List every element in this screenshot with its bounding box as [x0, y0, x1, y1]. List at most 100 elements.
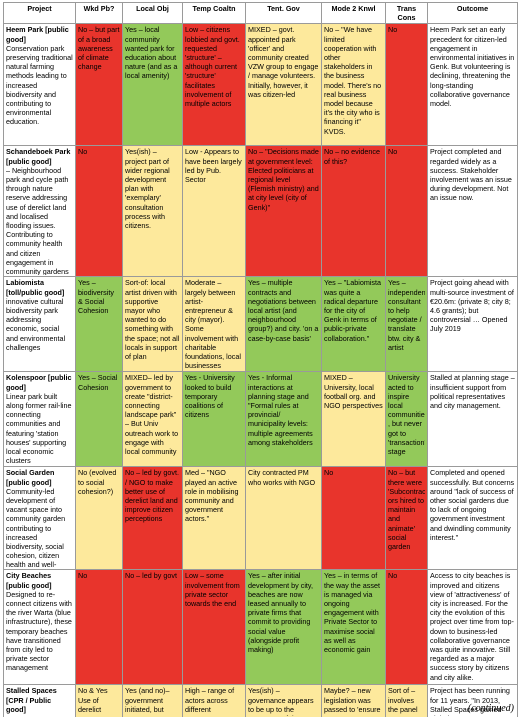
criterion-text: No [388, 25, 398, 35]
criterion-cell: University acted to inspire local commun… [385, 371, 428, 468]
criterion-text: Yes – local community wanted park for ed… [125, 25, 178, 81]
criterion-cell: No [75, 145, 123, 278]
project-cell: Social Garden [public good] Community-led… [3, 466, 76, 571]
criterion-cell: Low – some involvement from private sect… [182, 569, 246, 686]
criterion-text: No [388, 571, 398, 581]
criterion-text: Maybe? – new legislation was passed to '… [324, 686, 381, 714]
criterion-cell: Med – "NGO played an active role in mobi… [182, 466, 246, 571]
criterion-cell: Yes – biodiversity & Social Cohesion [75, 276, 123, 373]
criterion-cell: No – no evidence of this? [321, 145, 386, 278]
criterion-text: No [78, 571, 88, 581]
project-cell: City Beaches [public good] Designed to re… [3, 569, 76, 686]
table-row: Heem Park [public good] Conservation park… [3, 23, 518, 147]
project-name: Schandeboek Park [public good] [6, 147, 71, 166]
outcome-text: Stalled at planning stage – insufficient… [430, 373, 515, 411]
table-row: Schandeboek Park [public good] – Neighbou… [3, 145, 518, 278]
header-row: Project Wkd Pb? Local Obj Temp Coaltn Tent. … [3, 1, 518, 25]
criterion-cell: Yes – multiple contracts and negotiation… [245, 276, 322, 373]
criterion-text: No – but part of a broad awareness of cl… [78, 25, 120, 72]
outcome-cell: Stalled at planning stage – insufficient… [427, 371, 518, 468]
outcome-text: Project has been running for 11 years. "… [430, 686, 510, 716]
continued-note: (continued) [467, 703, 514, 714]
project-name: Kolenspoor [public good] [6, 373, 72, 392]
criterion-text: MIXED– led by government to create "dist… [125, 373, 179, 457]
criterion-text: Low – some involvement from private sect… [185, 571, 240, 609]
criterion-text: Low - Appears to have been largely led b… [185, 147, 242, 185]
criterion-cell: MIXED – University, local football org. … [321, 371, 386, 468]
criterion-text: No – led by govt. / NGO to make better u… [125, 468, 179, 524]
criterion-text: No – no evidence of this? [324, 147, 380, 166]
project-content: Heem Park [public good] Conservation park… [6, 25, 73, 126]
criterion-text: City contracted PM who works with NGO [248, 468, 316, 487]
table-row: Kolenspoor [public good] Linear park buil… [3, 371, 518, 468]
criterion-text: University acted to inspire local commun… [388, 373, 425, 457]
criterion-cell: Sort-of: local artist driven with suppor… [122, 276, 183, 373]
criterion-text: Yes – after initial development by city,… [248, 571, 313, 655]
criterion-cell: No (evolved to social cohesion?) [75, 466, 123, 571]
criterion-cell: No – "We have limited cooperation with o… [321, 23, 386, 147]
criterion-text: No – "We have limited cooperation with o… [324, 25, 382, 136]
criterion-text: MIXED – govt. appointed park 'officer' a… [248, 25, 319, 99]
table-row: City Beaches [public good] Designed to re… [3, 569, 518, 686]
criterion-text: MIXED – University, local football org. … [324, 373, 383, 411]
criterion-text: High – range of actors across different [185, 686, 235, 714]
criterion-cell: Yes - University looked to build tempora… [182, 371, 246, 468]
column-header: Wkd Pb? [75, 1, 123, 25]
criterion-cell: No [385, 145, 428, 278]
criterion-cell: Maybe? – new legislation was passed to '… [321, 684, 386, 717]
table-row: Social Garden [public good] Community-led… [3, 466, 518, 571]
criterion-cell: No – led by govt [122, 569, 183, 686]
criterion-cell: Low – citizens lobbied and govt. request… [182, 23, 246, 147]
criterion-text: Yes (and no)– government initiated, but [125, 686, 170, 714]
outcome-text: Project going ahead with multi-source in… [430, 278, 514, 334]
criterion-text: Sort-of: local artist driven with suppor… [125, 278, 180, 362]
project-content: City Beaches [public good] Designed to re… [6, 571, 73, 672]
criterion-text: Low – citizens lobbied and govt. request… [185, 25, 240, 109]
criterion-text: No (evolved to social cohesion?) [78, 468, 117, 496]
outcome-cell: Project completed and regarded widely as… [427, 145, 518, 278]
criterion-text: Yes – independent consultant to help neg… [388, 278, 425, 352]
project-description: Conservation park preserving traditional… [6, 43, 73, 127]
column-header: Outcome [427, 1, 518, 25]
project-name: Labiomista [toll/public good] [6, 278, 65, 297]
criterion-cell: MIXED– led by government to create "dist… [122, 371, 183, 468]
outcome-cell: Access to city beaches is improved and c… [427, 569, 518, 686]
column-header: Temp Coaltn [182, 1, 246, 25]
criterion-cell: No [75, 569, 123, 686]
outcome-cell: Completed and opened successfully. But c… [427, 466, 518, 571]
project-description: – Neighbourhood park and cycle path thro… [6, 165, 69, 276]
criterion-text: Med – "NGO played an active role in mobi… [185, 468, 239, 524]
criterion-text: No [388, 147, 398, 157]
criterion-text: Yes(ish) – governance appears to be up t… [248, 686, 314, 716]
outcome-cell: Heem Park set an early precedent for cit… [427, 23, 518, 147]
criterion-cell: City contracted PM who works with NGO [245, 466, 322, 571]
criterion-text: No & Yes Use of derelict [78, 686, 108, 714]
criterion-text: No – "Decisions made at government level… [248, 147, 319, 212]
outcome-text: Completed and opened successfully. But c… [430, 468, 515, 542]
project-description: innovative cultural biodiversity park ad… [6, 296, 66, 352]
criterion-text: Yes – Social Cohesion [78, 373, 118, 392]
criterion-cell: No & Yes Use of derelict [75, 684, 123, 717]
project-name: City Beaches [public good] [6, 571, 52, 590]
column-header: Tent. Gov [245, 1, 322, 25]
criterion-text: Yes – in terms of the way the asset is m… [324, 571, 380, 655]
project-cell: Schandeboek Park [public good] – Neighbou… [3, 145, 76, 278]
criterion-text: No – led by govt [125, 571, 177, 581]
criterion-cell: Yes – in terms of the way the asset is m… [321, 569, 386, 686]
project-description: Community-led development of vacant spac… [6, 486, 66, 569]
criterion-cell: No – "Decisions made at government level… [245, 145, 322, 278]
criterion-cell: No – but there were 'Subcontract ors hir… [385, 466, 428, 571]
criterion-cell: Moderate – largely between artist-entrep… [182, 276, 246, 373]
criterion-text: Yes – multiple contracts and negotiation… [248, 278, 319, 343]
project-content: Social Garden [public good] Community-led… [6, 468, 73, 568]
criterion-cell: Yes – independent consultant to help neg… [385, 276, 428, 373]
criterion-cell: High – range of actors across different [182, 684, 246, 717]
project-description: Linear park built along former rail-line… [6, 391, 72, 466]
criterion-text: Yes – "Labiomista was quite a radical de… [324, 278, 382, 343]
table-row: Labiomista [toll/public good] innovative … [3, 276, 518, 373]
project-name: Stalled Spaces [CPR / Public good] [6, 686, 57, 714]
criterion-text: Yes(ish) – project part of wider regiona… [125, 147, 170, 231]
project-content: Labiomista [toll/public good] innovative … [6, 278, 73, 352]
outcome-cell: Project has been running for 11 years. "… [427, 684, 518, 717]
